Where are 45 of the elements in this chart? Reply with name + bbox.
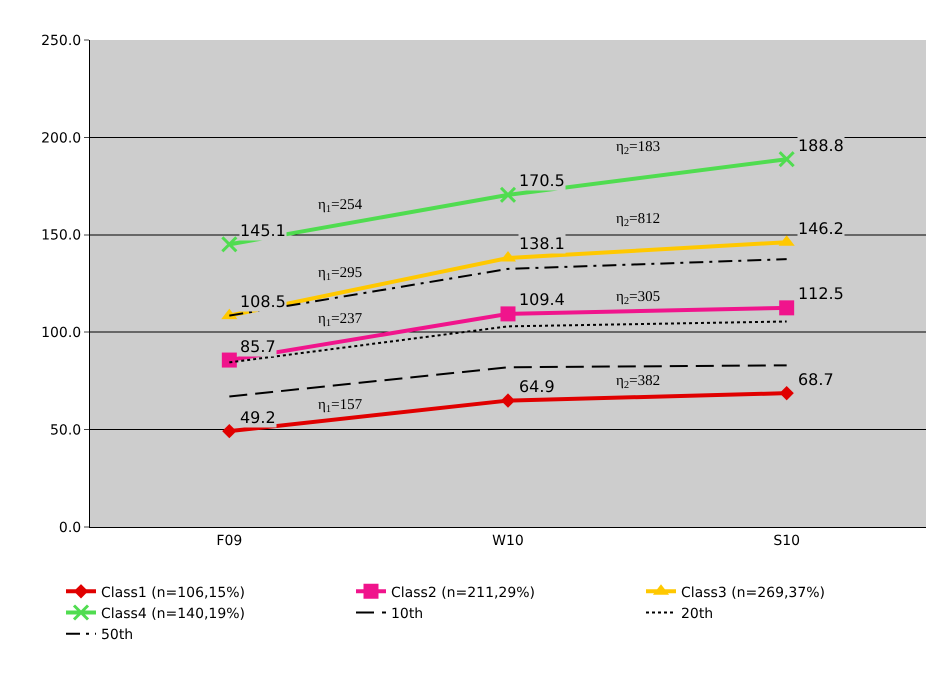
point — [222, 352, 237, 368]
point — [500, 393, 516, 408]
annotation: η$_{2}$=183 — [616, 139, 660, 158]
data-label: 188.8 — [798, 136, 844, 155]
annotation: η$_{1}$=295 — [318, 265, 362, 284]
annotation: η$_{1}$=157 — [318, 397, 363, 416]
data-label: 170.5 — [519, 171, 565, 190]
y-tick-label: 100.0 — [41, 325, 82, 342]
point — [220, 236, 238, 253]
legend-label: 20th — [681, 606, 714, 622]
y-tick-label: 200.0 — [41, 130, 82, 146]
legend-label: Class1 (n=106,15%) — [101, 584, 246, 601]
point — [222, 424, 236, 438]
annotation: η$_{2}$=812 — [616, 211, 660, 230]
data-label: 64.9 — [519, 377, 555, 396]
data-label: 85.7 — [240, 337, 276, 356]
point — [778, 150, 796, 168]
point — [500, 306, 516, 322]
y-tick-label: 150.0 — [41, 228, 82, 244]
annotation: η$_{1}$=237 — [318, 311, 363, 330]
y-tick-label: 0.0 — [58, 520, 82, 536]
data-label: 138.1 — [519, 234, 565, 253]
x-tick-label: S10 — [773, 532, 800, 549]
legend-label: 50th — [101, 627, 134, 644]
annotation: η$_{2}$=382 — [616, 373, 660, 392]
point — [500, 186, 516, 204]
legend-label: 10th — [391, 606, 424, 622]
y-tick-label: 50.0 — [50, 422, 82, 438]
x-tick-label: F09 — [216, 532, 242, 549]
data-label: 68.7 — [798, 370, 834, 389]
annotation: η$_{1}$=254 — [318, 197, 363, 216]
data-label: 146.2 — [798, 219, 844, 238]
data-label: 109.4 — [519, 290, 565, 309]
annotation: η$_{2}$=305 — [616, 289, 660, 308]
data-label: 112.5 — [798, 284, 844, 303]
x-tick-label: W10 — [492, 532, 524, 549]
legend-label: Class3 (n=269,37%) — [681, 584, 826, 601]
data-label: 108.5 — [240, 292, 286, 311]
data-label: 49.2 — [240, 408, 276, 427]
data-label: 145.1 — [240, 221, 286, 240]
point — [779, 300, 794, 316]
legend-label: Class2 (n=211,29%) — [391, 584, 536, 601]
point — [780, 386, 794, 400]
legend-label: Class4 (n=140,19%) — [101, 606, 246, 622]
y-tick-label: 250.0 — [41, 32, 82, 49]
